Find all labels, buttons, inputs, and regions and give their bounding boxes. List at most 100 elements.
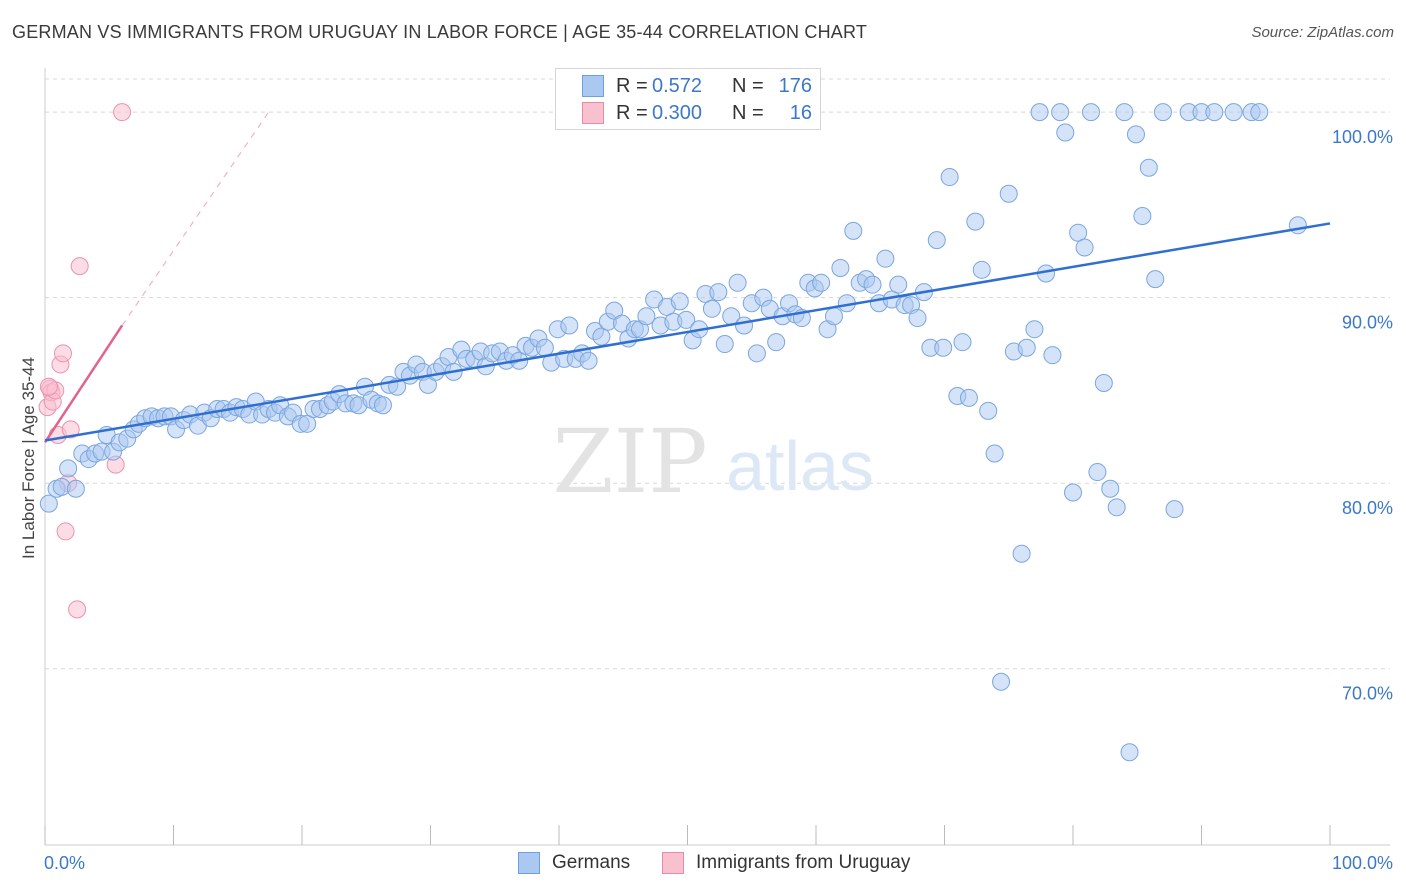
legend-row-uruguay: R = 0.300 N = 16 (582, 100, 812, 126)
germans-point (373, 396, 392, 415)
germans-point (812, 273, 831, 292)
germans-point (1224, 103, 1243, 122)
germans-point (1017, 338, 1036, 357)
uruguay-trend-extension (121, 111, 270, 326)
grid-lines (45, 78, 1390, 670)
legend-n-value: 176 (778, 74, 812, 97)
legend-r-label: R = (616, 101, 648, 124)
germans-point (824, 307, 843, 326)
germans-point (999, 184, 1018, 203)
legend-item-germans[interactable]: Germans (518, 852, 630, 874)
germans-point (1107, 498, 1126, 517)
germans-point (876, 249, 895, 268)
germans-point (702, 299, 721, 318)
germans-point (979, 401, 998, 420)
germans-point (1043, 346, 1062, 365)
uruguay-point (61, 420, 80, 439)
germans-point (1133, 207, 1152, 226)
germans-point (985, 444, 1004, 463)
germans-point (1288, 216, 1307, 235)
legend-n-label: N = (732, 101, 764, 124)
legend-swatch-germans (518, 852, 540, 874)
legend-label-germans: Germans (552, 852, 631, 873)
axis-labels: 70.0% 80.0% 90.0% 100.0% 0.0% 100.0% (44, 127, 1393, 873)
y-tick-label: 80.0% (1342, 498, 1393, 518)
legend-item-uruguay[interactable]: Immigrants from Uruguay (662, 852, 910, 874)
germans-point (637, 307, 656, 326)
germans-point (1064, 483, 1082, 502)
germans-point (670, 292, 689, 311)
germans-point (677, 310, 696, 329)
germans-point (1120, 743, 1139, 762)
germans-point (844, 221, 863, 240)
germans-point (863, 275, 882, 294)
watermark-zip: ZIP (552, 410, 707, 513)
germans-point (966, 212, 985, 231)
germans-point (934, 338, 953, 357)
germans-point (59, 459, 78, 478)
x-tick-label: 100.0% (1332, 853, 1393, 873)
legend-r-value: 0.300 (652, 101, 703, 124)
germans-point (1094, 374, 1113, 392)
germans-point (927, 231, 946, 250)
germans-point (1126, 125, 1145, 144)
uruguay-point (113, 103, 132, 122)
y-tick-label: 70.0% (1342, 684, 1393, 704)
germans-point (1115, 103, 1134, 122)
germans-point (953, 333, 972, 352)
source-credit: Source: ZipAtlas.com (1251, 24, 1394, 41)
germans-point (709, 283, 728, 302)
legend-n-value: 16 (789, 101, 812, 124)
germans-point (735, 316, 754, 335)
legend-swatch-uruguay (582, 102, 604, 124)
legend-n-label: N = (732, 74, 764, 97)
germans-point (1101, 479, 1120, 498)
germans-point (1139, 158, 1158, 177)
germans-point (39, 494, 58, 513)
axes (44, 68, 1390, 846)
germans-point (66, 479, 85, 498)
watermark-atlas: atlas (726, 427, 874, 505)
uruguay-point (56, 522, 75, 541)
germans-point (1153, 103, 1172, 122)
legend-swatch-germans (582, 75, 604, 97)
germans-point (715, 335, 734, 354)
legend-r-label: R = (616, 74, 648, 97)
germans-point (1081, 103, 1100, 122)
y-axis-label: In Labor Force | Age 35-44 (19, 357, 38, 559)
legend-label-uruguay: Immigrants from Uruguay (696, 852, 911, 873)
germans-point (560, 316, 579, 335)
uruguay-point (68, 600, 87, 619)
germans-point (1205, 103, 1224, 122)
legend-row-germans: R = 0.572 N = 176 (582, 73, 812, 99)
germans-point (1075, 238, 1094, 257)
y-tick-label: 90.0% (1342, 313, 1393, 333)
trend-lines (43, 111, 1331, 444)
germans-point (1030, 103, 1049, 122)
germans-point (298, 414, 317, 433)
germans-point (592, 327, 611, 346)
germans-point (728, 273, 747, 292)
x-tick-label: 0.0% (44, 853, 85, 873)
uruguay-point (53, 344, 72, 363)
germans-point (579, 351, 598, 370)
series-legend: Germans Immigrants from Uruguay (0, 852, 1406, 878)
germans-point (1051, 103, 1070, 122)
germans-point (1025, 320, 1044, 339)
germans-point (1146, 270, 1165, 289)
stats-legend: R = 0.572 N = 176 R = 0.300 N = 16 (555, 68, 821, 130)
uruguay-point (70, 257, 89, 276)
germans-trend-line (44, 222, 1331, 442)
germans-point (747, 344, 766, 363)
germans-point (1165, 500, 1184, 519)
uruguay-points (38, 103, 132, 619)
germans-point (940, 168, 959, 187)
germans-point (972, 260, 991, 279)
germans-point (1056, 123, 1075, 142)
germans-point (889, 275, 908, 294)
germans-point (908, 309, 927, 328)
legend-swatch-uruguay (662, 852, 684, 874)
germans-point (767, 333, 786, 352)
uruguay-trend-line (43, 324, 124, 444)
